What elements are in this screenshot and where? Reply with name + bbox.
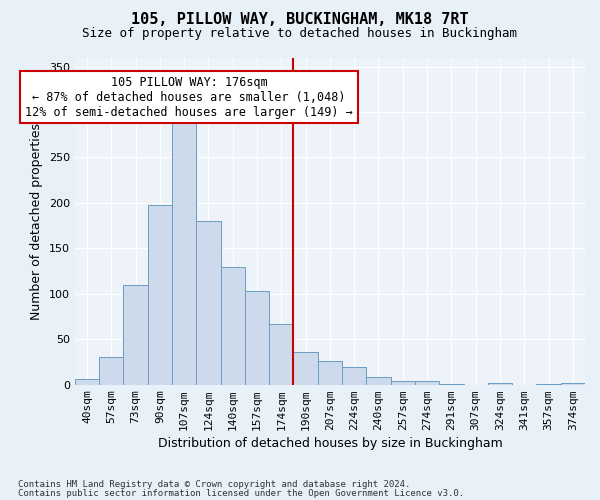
Bar xyxy=(75,379,99,384)
Bar xyxy=(221,266,245,384)
Bar xyxy=(245,291,269,384)
Bar xyxy=(99,358,124,384)
Text: 105 PILLOW WAY: 176sqm
← 87% of detached houses are smaller (1,048)
12% of semi-: 105 PILLOW WAY: 176sqm ← 87% of detached… xyxy=(25,76,353,118)
Text: Size of property relative to detached houses in Buckingham: Size of property relative to detached ho… xyxy=(83,28,517,40)
X-axis label: Distribution of detached houses by size in Buckingham: Distribution of detached houses by size … xyxy=(158,437,502,450)
Text: 105, PILLOW WAY, BUCKINGHAM, MK18 7RT: 105, PILLOW WAY, BUCKINGHAM, MK18 7RT xyxy=(131,12,469,28)
Bar xyxy=(196,221,221,384)
Bar xyxy=(318,361,342,384)
Y-axis label: Number of detached properties: Number of detached properties xyxy=(30,122,43,320)
Bar xyxy=(124,284,148,384)
Bar xyxy=(172,116,196,384)
Bar xyxy=(293,352,318,384)
Bar xyxy=(391,381,415,384)
Text: Contains HM Land Registry data © Crown copyright and database right 2024.: Contains HM Land Registry data © Crown c… xyxy=(18,480,410,489)
Bar xyxy=(342,366,367,384)
Bar xyxy=(148,204,172,384)
Bar xyxy=(561,383,585,384)
Bar xyxy=(415,381,439,384)
Bar xyxy=(488,383,512,384)
Text: Contains public sector information licensed under the Open Government Licence v3: Contains public sector information licen… xyxy=(18,488,464,498)
Bar xyxy=(367,376,391,384)
Bar xyxy=(269,324,293,384)
